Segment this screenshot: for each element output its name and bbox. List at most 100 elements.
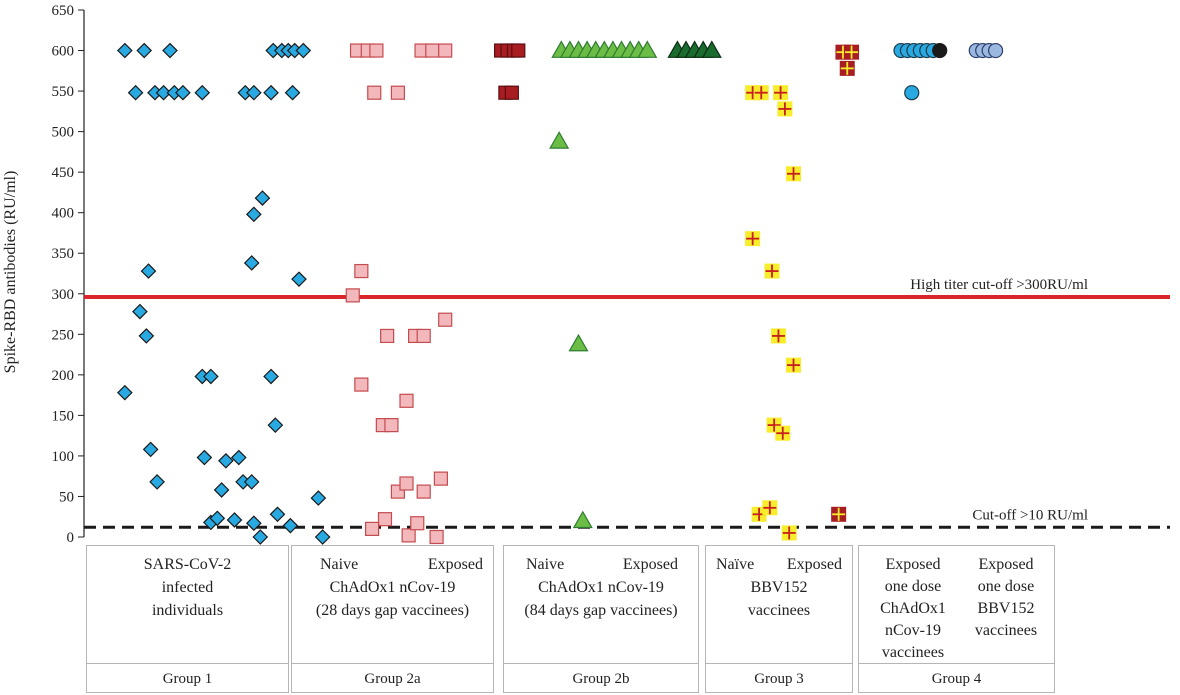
point-diamond-17 [295, 42, 312, 59]
point-square-plus-112 [781, 525, 797, 541]
y-tick-label-150: 150 [52, 408, 75, 424]
point-diamond-7 [175, 84, 191, 101]
point-diamond-35 [213, 482, 230, 498]
point-square-plus-109 [775, 425, 791, 441]
point-diamond-23 [132, 303, 148, 320]
group-4-separator [859, 663, 1054, 664]
group-2b-exposed-label: Exposed [622, 556, 678, 573]
point-square-plus-104 [745, 231, 761, 247]
point-circle-123 [904, 85, 920, 101]
y-tick-label-300: 300 [52, 287, 75, 303]
point-diamond-19 [243, 255, 260, 271]
group-2b-naive-label: Naive [526, 556, 565, 573]
point-square-49 [369, 43, 384, 58]
group-4-left-line-1: Exposed [885, 556, 941, 573]
y-axis: 0 50 100 150 200 250 300 350 400 450 500 550 600 650 [52, 3, 85, 545]
point-square-plus-114 [844, 44, 860, 60]
point-diamond-18 [140, 263, 157, 279]
group-4-left-block: Exposed one dose ChAdOx1 nCov-19 vaccine… [863, 554, 963, 664]
point-diamond-41 [246, 515, 262, 532]
point-circle-124 [932, 42, 948, 59]
point-square-96 [511, 43, 526, 58]
point-square-69 [433, 471, 448, 486]
point-diamond-2 [162, 42, 178, 59]
point-square-71 [401, 528, 416, 543]
point-square-63 [384, 418, 399, 433]
point-diamond-8 [194, 84, 211, 101]
y-tick-label-50: 50 [59, 489, 74, 505]
point-diamond-22 [291, 271, 307, 288]
group-3-exposed-label: Exposed [786, 556, 842, 573]
group-4-left-line-4: nCov-19 [885, 622, 941, 639]
point-square-plus-111 [762, 500, 778, 516]
point-square-plus-102 [777, 101, 793, 117]
point-square-plus-106 [770, 328, 786, 344]
point-diamond-12 [284, 84, 301, 101]
group-2b-separator [504, 663, 698, 664]
point-square-57 [354, 377, 369, 392]
y-tick-label-250: 250 [52, 327, 75, 343]
point-diamond-29 [267, 417, 284, 433]
group-1-separator [87, 663, 288, 664]
point-square-54 [390, 85, 405, 100]
point-square-52 [438, 43, 453, 58]
group-3-line-2: vaccinees [747, 602, 811, 619]
group-2a-name: Group 2a [364, 671, 421, 687]
point-square-68 [416, 484, 431, 499]
point-diamond-28 [263, 368, 279, 385]
point-diamond-34 [230, 449, 247, 466]
y-tick-label-500: 500 [52, 125, 75, 141]
point-diamond-10 [246, 84, 262, 101]
group-1-panel: SARS-CoV-2 infected individuals Group 1 [86, 545, 289, 693]
group-4-right-line-3: BBV152 [977, 600, 1035, 617]
y-tick-label-350: 350 [52, 246, 75, 262]
point-diamond-45 [310, 490, 327, 506]
point-square-98 [504, 85, 519, 100]
cutoff-label: Cut-off >10 RU/ml [972, 507, 1088, 523]
point-diamond-39 [209, 510, 226, 527]
group-2a-exposed-label: Exposed [427, 556, 483, 573]
high-titer-cutoff-label: High titer cut-off >300RU/ml [910, 277, 1088, 293]
point-square-72 [410, 516, 425, 531]
point-diamond-40 [226, 512, 243, 528]
point-diamond-5 [155, 84, 172, 101]
group-2b-name: Group 2b [572, 671, 630, 687]
y-tick-label-0: 0 [67, 530, 75, 545]
y-tick-label-200: 200 [52, 368, 75, 384]
point-square-56 [354, 263, 369, 279]
group-3-separator [706, 663, 852, 664]
point-diamond-30 [142, 441, 159, 458]
point-diamond-20 [246, 206, 262, 223]
point-square-plus-101 [773, 85, 789, 101]
point-diamond-33 [218, 452, 234, 469]
y-tick-label-650: 650 [52, 3, 75, 19]
point-square-64 [399, 393, 414, 408]
group-3-naive-label: Naïve [716, 556, 755, 573]
point-square-67 [399, 476, 414, 491]
point-diamond-24 [138, 328, 155, 344]
y-tick-label-100: 100 [52, 449, 75, 465]
point-square-plus-115 [839, 60, 855, 76]
group-1-name: Group 1 [162, 671, 213, 687]
point-diamond-11 [263, 84, 279, 101]
point-diamond-25 [117, 384, 133, 401]
y-tick-label-450: 450 [52, 165, 75, 181]
point-diamond-37 [243, 474, 260, 490]
group-4-panel: Exposed one dose ChAdOx1 nCov-19 vaccine… [858, 545, 1055, 693]
y-tick-label-400: 400 [52, 206, 75, 222]
point-diamond-46 [314, 529, 331, 545]
point-square-plus-107 [786, 357, 801, 373]
point-circle-128 [987, 42, 1004, 59]
point-diamond-0 [117, 42, 133, 59]
group-2b-panel: Naive Exposed ChAdOx1 nCov-19 (84 days g… [503, 545, 699, 693]
group-4-right-line-4: vaccinees [974, 622, 1038, 639]
y-tick-label-600: 600 [52, 44, 75, 60]
point-diamond-44 [282, 517, 299, 534]
point-diamond-27 [203, 368, 219, 385]
group-4-name: Group 4 [931, 671, 982, 687]
group-1-line-3: individuals [151, 602, 224, 619]
group-3-name: Group 3 [754, 671, 804, 687]
point-square-53 [367, 85, 382, 100]
point-diamond-3 [127, 84, 144, 101]
group-2a-line-2: (28 days gap vaccinees) [315, 602, 470, 619]
